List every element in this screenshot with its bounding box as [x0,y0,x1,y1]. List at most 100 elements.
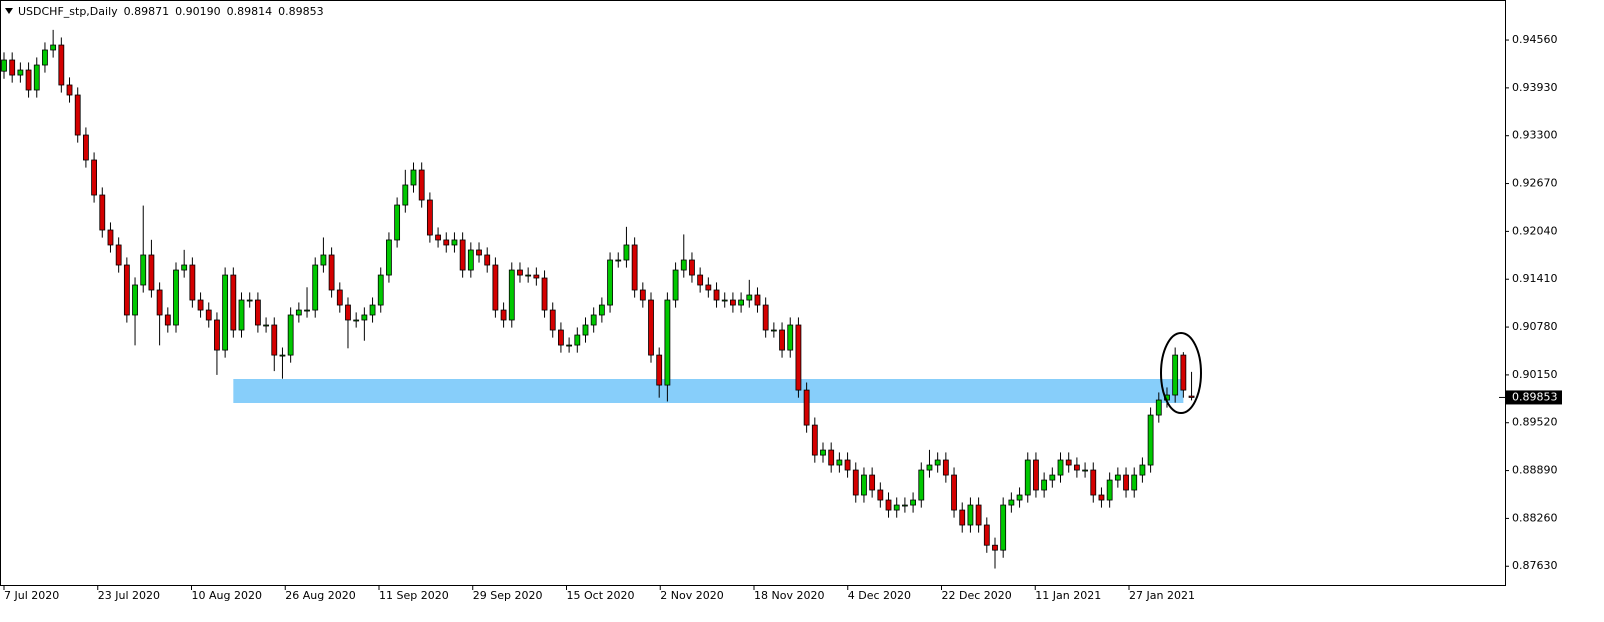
x-tick-label: 15 Oct 2020 [567,589,635,602]
x-tick-label: 29 Sep 2020 [473,589,543,602]
candle-body [279,354,286,357]
candle-body [967,504,974,526]
candle-body [123,264,130,316]
candle-body [66,84,73,96]
candle-body [770,329,777,332]
candle-body [1147,414,1154,466]
candle-body [1082,469,1088,472]
candle-body [254,299,261,326]
candle-body [1139,464,1146,476]
y-tick-label: 0.88890 [1512,464,1558,477]
candle-body [549,309,556,331]
candle-body [1155,399,1162,416]
candle-body [893,504,900,511]
zone-layer [233,378,1184,403]
candle-body [959,509,966,526]
candle-body [148,254,155,291]
candle-body [607,259,613,306]
candle-body [558,329,564,346]
candle-body [983,524,990,546]
candle-body [754,294,761,306]
candle-body [197,299,204,311]
candle-body [189,264,196,301]
candle-body [492,264,499,311]
y-tick-label: 0.88260 [1512,511,1558,524]
candle-body [787,324,794,351]
candle-body [500,309,507,321]
candle-body [836,459,843,466]
candle-body [517,269,523,276]
candle-body [623,244,630,261]
candle-body [811,424,818,456]
price-box [1506,390,1562,405]
candle-body [689,259,695,276]
y-tick-label: 0.90780 [1512,320,1558,333]
candle-body [181,264,188,271]
candle-body [467,249,474,271]
candle-body [140,254,147,286]
candle-body [648,299,654,356]
candle-body [951,474,957,511]
candle-body [574,334,581,346]
candle-body [730,299,736,306]
plot-frame [0,0,1506,586]
candle-body [844,459,851,471]
candle-body [74,94,81,136]
candle-body [426,199,433,236]
candle-body [173,269,179,326]
candle-body [975,504,982,526]
y-tick-label: 0.91410 [1512,272,1558,285]
candle-body [287,314,294,356]
candle-body [1,59,7,72]
candle-body [1016,494,1023,501]
candle-body [42,49,48,66]
candle-body [1090,469,1097,496]
candle-body [1065,459,1072,466]
candle-body [1098,494,1105,501]
y-tick-label: 0.90150 [1512,368,1558,381]
candle-body [1057,459,1064,476]
y-tick-label: 0.92670 [1512,177,1558,190]
candle-body [1033,459,1039,491]
candle-body [246,299,253,302]
x-tick-label: 11 Sep 2020 [379,589,449,602]
candle-body [83,134,89,161]
candle-body [91,159,97,196]
candle-body [820,449,826,456]
candle-body [656,354,663,386]
candle-body [1172,354,1179,396]
candle-body [705,284,712,291]
candle-body [418,169,425,201]
x-tick-label: 4 Dec 2020 [848,589,911,602]
candle-body [386,239,392,276]
candle-body [58,44,65,86]
x-tick-label: 23 Jul 2020 [98,589,160,602]
candle-body [377,274,384,306]
close-value: 0.89853 [278,5,324,18]
candle-body [361,314,368,321]
candle-body [992,544,998,551]
candle-body [238,299,245,331]
candle-body [1131,474,1138,491]
candle-body [164,314,171,326]
candle-body [107,229,114,246]
candle-body [99,194,106,231]
candle-body [713,289,720,301]
candle-body [615,259,622,262]
low-value: 0.89814 [227,5,273,18]
candle-body [885,499,892,511]
candle-body [312,264,319,311]
candle-body [902,504,908,507]
candle-body [304,309,310,312]
candle-body [541,277,548,311]
chart-title: USDCHF_stp,Daily [18,5,118,18]
candle-body [525,274,532,277]
candle-body [369,304,376,316]
candle-body [320,254,327,266]
candle-body [1008,499,1015,506]
candle-body [336,289,343,306]
candle-body [214,319,220,351]
candle-body [1041,479,1048,491]
candle-body [410,169,417,186]
